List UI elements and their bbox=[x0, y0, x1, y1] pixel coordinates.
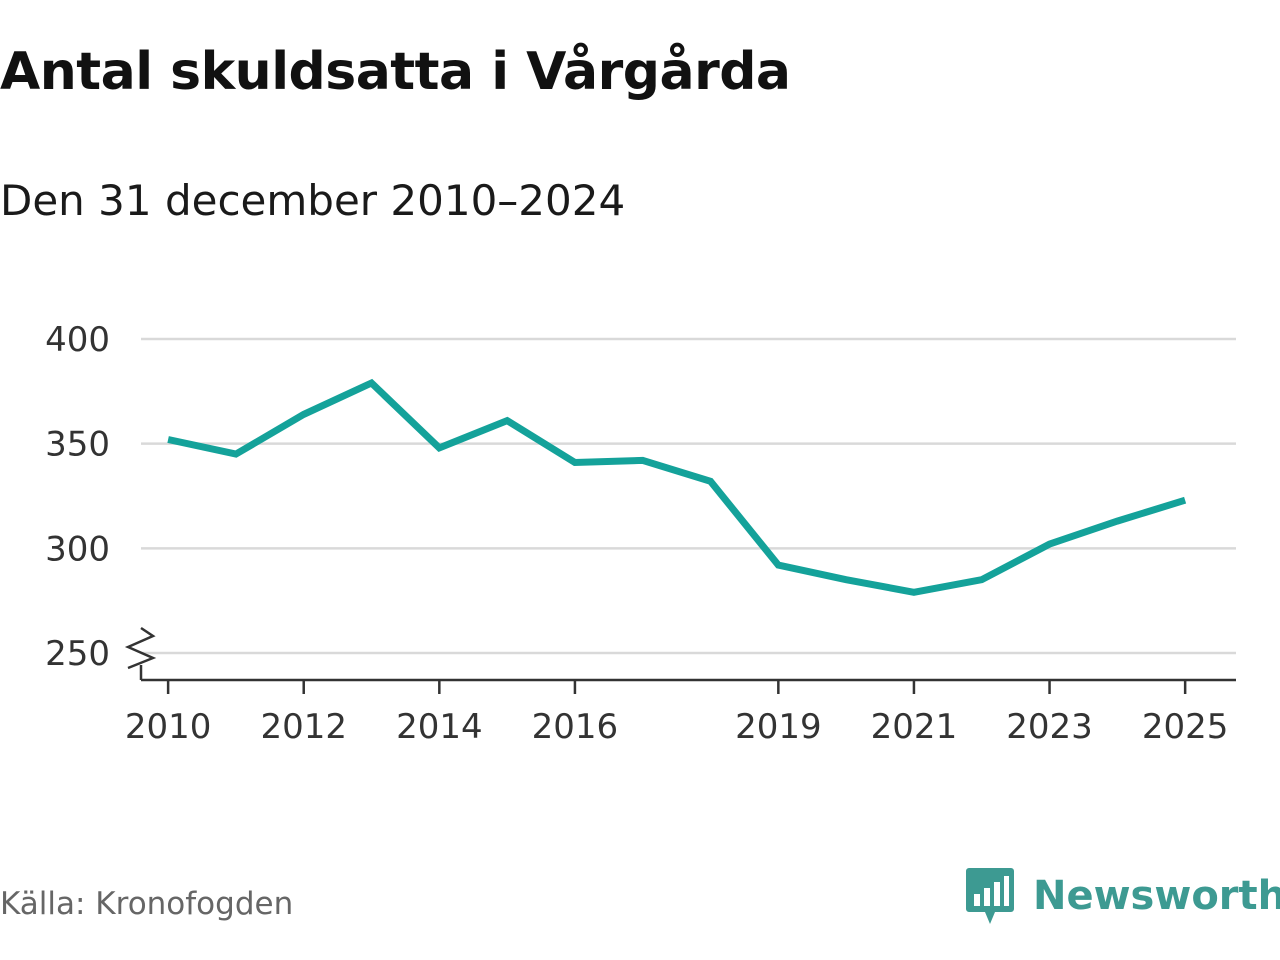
chart-subtitle: Den 31 december 2010–2024 bbox=[0, 176, 626, 225]
brand-logo: Newsworthy bbox=[965, 866, 1280, 926]
series-layer bbox=[165, 378, 1189, 596]
data-point-2020 bbox=[843, 576, 850, 583]
data-point-2022 bbox=[978, 576, 985, 583]
data-point-2015 bbox=[504, 417, 511, 424]
data-point-2014 bbox=[436, 444, 443, 451]
x-tick-label: 2021 bbox=[871, 707, 958, 747]
y-tick-label: 350 bbox=[45, 425, 110, 465]
brand-name: Newsworthy bbox=[1033, 873, 1280, 919]
data-point-2016 bbox=[571, 459, 578, 466]
source-note: Källa: Kronofogden bbox=[0, 886, 294, 922]
data-point-2012 bbox=[300, 411, 307, 418]
data-point-2025 bbox=[1182, 497, 1189, 504]
x-tick-label: 2023 bbox=[1006, 707, 1093, 747]
data-point-2017 bbox=[639, 457, 646, 464]
y-tick-label: 250 bbox=[45, 634, 110, 674]
x-tick-label: 2019 bbox=[735, 707, 822, 747]
x-tick-label: 2016 bbox=[532, 707, 619, 747]
label-layer: 250 300 350 400 2010 2012 2014 2016 2019 2021 2023… bbox=[45, 320, 1228, 747]
x-tick-label: 2012 bbox=[260, 707, 347, 747]
grid-layer bbox=[141, 337, 1236, 655]
data-point-2023 bbox=[1046, 541, 1053, 548]
data-point-2024 bbox=[1114, 518, 1121, 525]
x-tick-label: 2014 bbox=[396, 707, 483, 747]
series-line-0 bbox=[167, 378, 1187, 596]
data-point-2011 bbox=[232, 451, 239, 458]
y-tick-label: 400 bbox=[45, 320, 110, 360]
axis-layer bbox=[124, 626, 1236, 694]
y-tick-label: 300 bbox=[45, 529, 110, 569]
x-tick-label: 2010 bbox=[125, 707, 212, 747]
data-point-2018 bbox=[707, 478, 714, 485]
chart-title: Antal skuldsatta i Vårgårda bbox=[0, 42, 791, 102]
data-point-2010 bbox=[165, 436, 172, 443]
data-point-2019 bbox=[775, 562, 782, 569]
data-point-2013 bbox=[368, 380, 375, 387]
axis-break-icon bbox=[124, 626, 157, 670]
x-tick-label: 2025 bbox=[1142, 707, 1229, 747]
newsworthy-logo-icon bbox=[966, 868, 1014, 924]
data-point-2021 bbox=[910, 589, 917, 596]
